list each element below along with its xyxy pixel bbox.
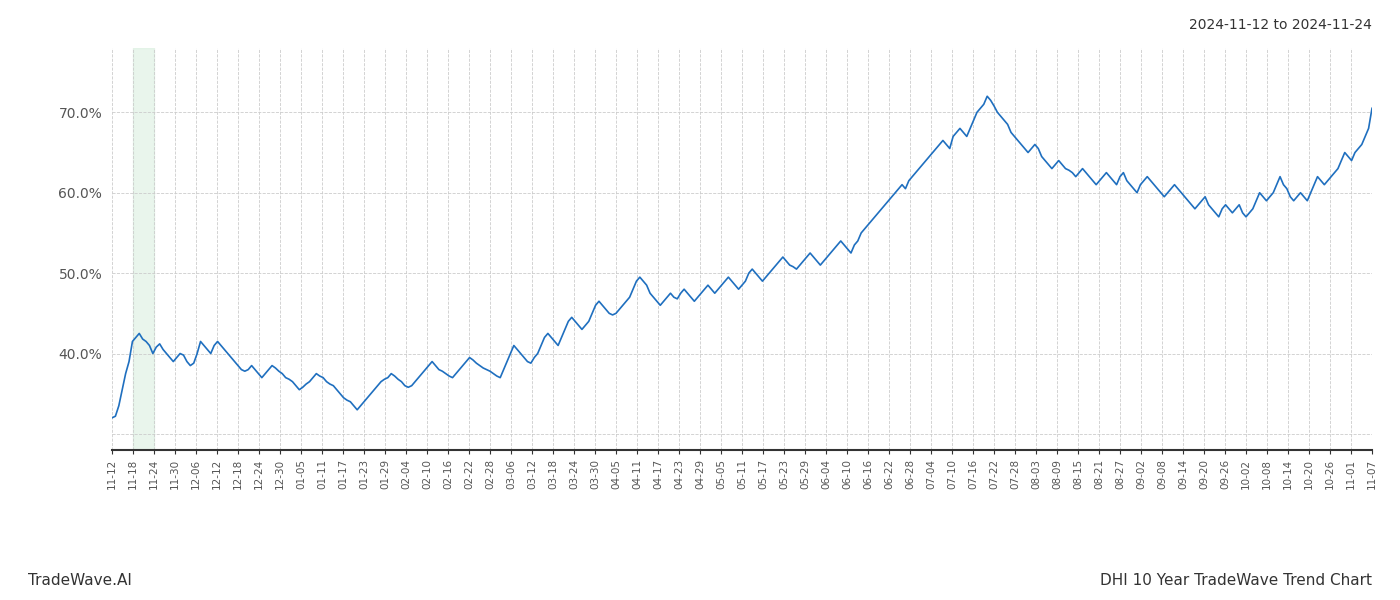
Text: DHI 10 Year TradeWave Trend Chart: DHI 10 Year TradeWave Trend Chart — [1100, 573, 1372, 588]
Text: 2024-11-12 to 2024-11-24: 2024-11-12 to 2024-11-24 — [1189, 18, 1372, 32]
Bar — [133, 48, 154, 450]
Text: TradeWave.AI: TradeWave.AI — [28, 573, 132, 588]
